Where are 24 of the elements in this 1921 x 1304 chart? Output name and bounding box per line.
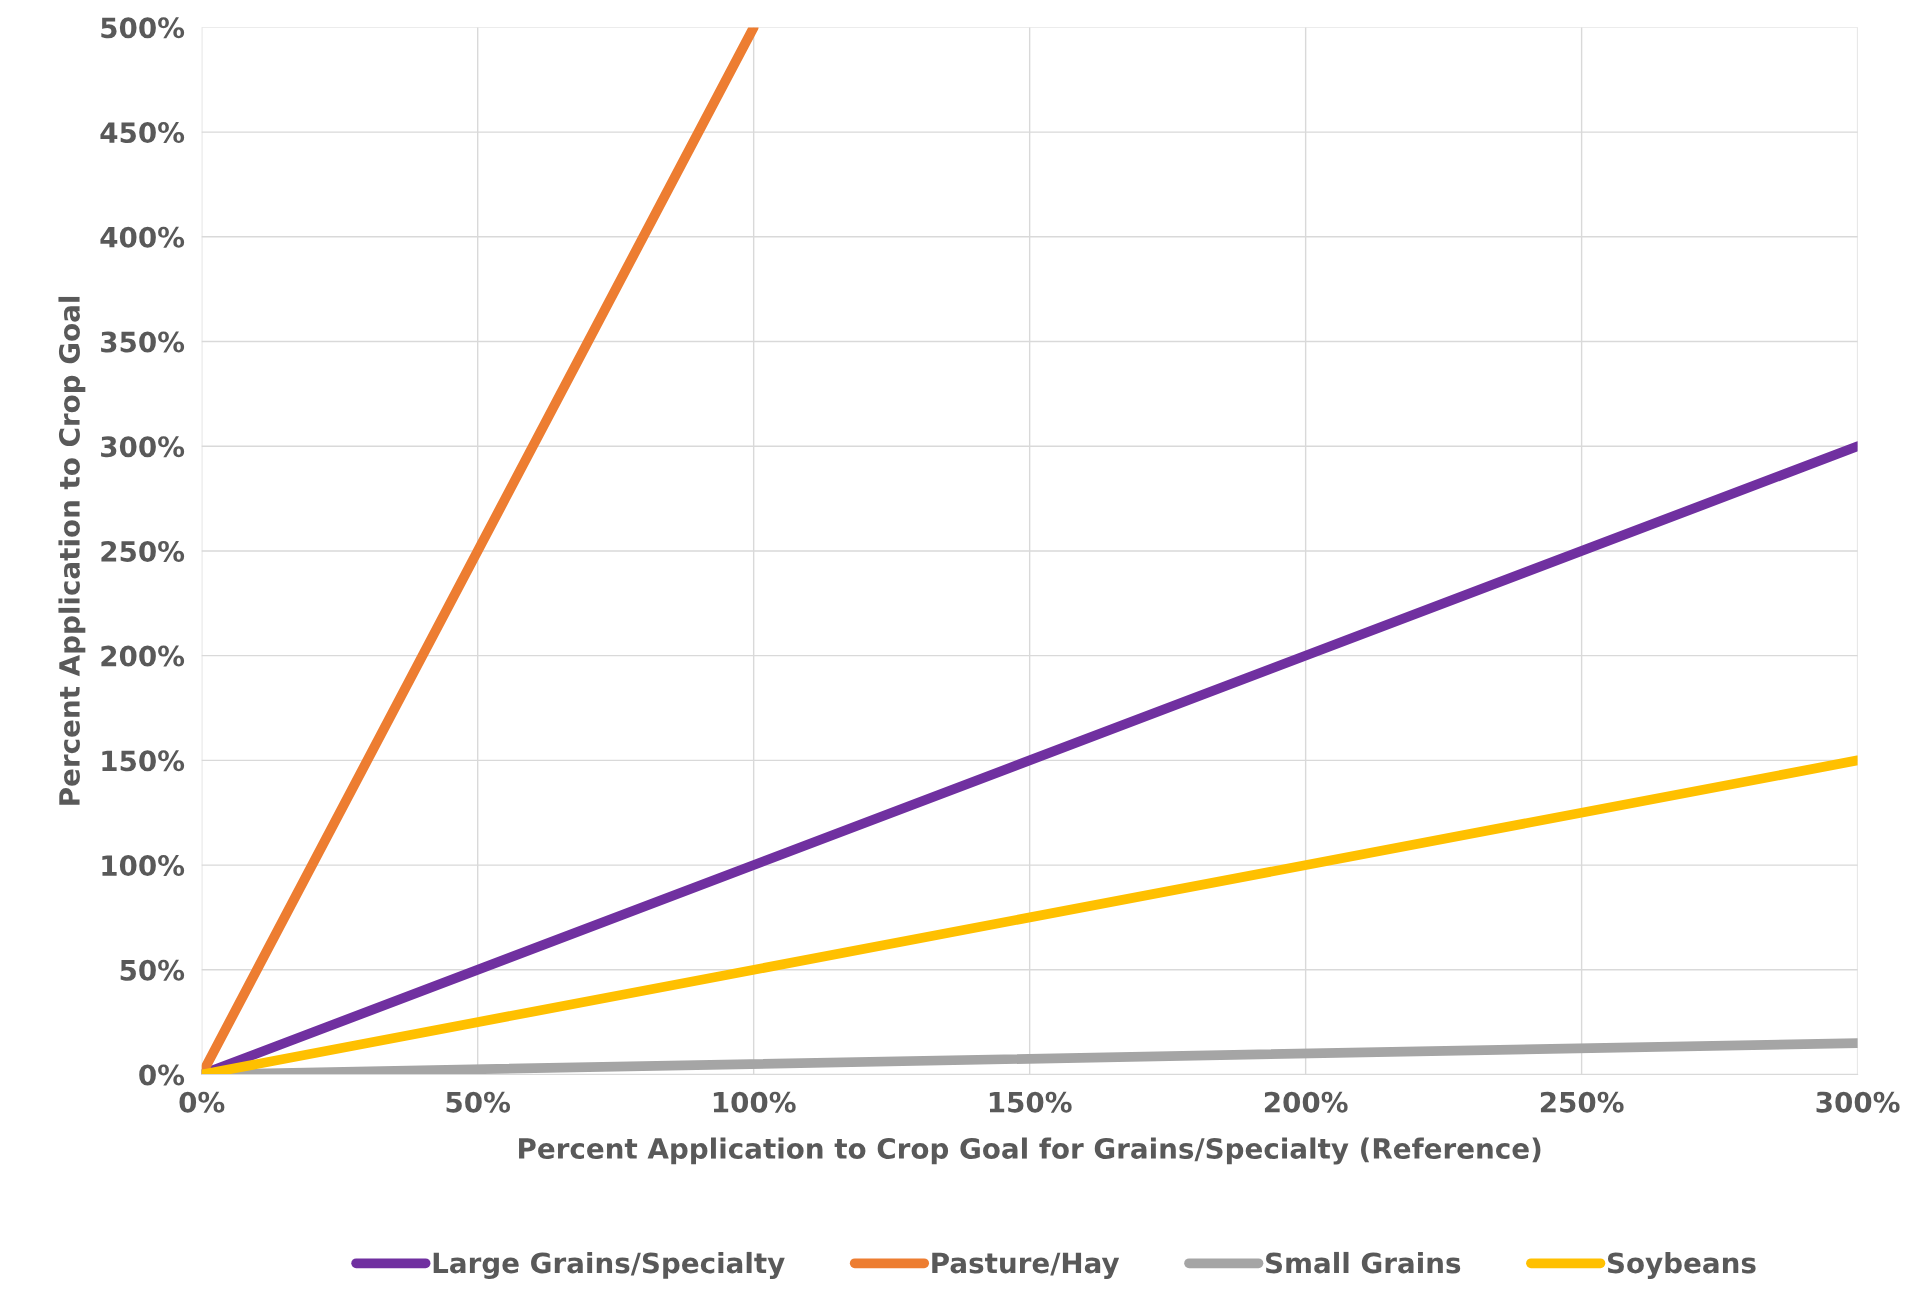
y-tick-label: 50% [120, 959, 185, 981]
y-tick-label: 200% [101, 645, 185, 667]
y-tick-label: 0% [139, 1064, 185, 1086]
legend-label: Small Grains [1266, 1251, 1461, 1274]
x-axis-title: Percent Application to Crop Goal for Grains/Specialty (Reference) [519, 1137, 1541, 1165]
legend-label: Pasture/Hay [932, 1252, 1120, 1279]
x-tick-label: 150% [989, 1091, 1072, 1113]
y-tick-label: 150% [102, 750, 185, 772]
x-tick-label: 250% [1540, 1091, 1624, 1113]
y-tick-label: 300% [101, 436, 185, 458]
x-tick-label: 300% [1816, 1091, 1900, 1113]
x-tick-label: 100% [713, 1091, 796, 1113]
y-tick-label: 450% [100, 122, 185, 144]
y-tick-label: 350% [101, 331, 185, 353]
x-tick-label: 50% [446, 1091, 511, 1113]
x-tick-label: 200% [1264, 1091, 1348, 1113]
y-tick-label: 500% [101, 17, 185, 39]
x-tick-label: 0% [179, 1091, 225, 1113]
y-tick-label: 400% [100, 226, 185, 248]
legend-label: Large Grains/Specialty [433, 1251, 785, 1279]
legend-label: Soybeans [1607, 1251, 1756, 1279]
y-tick-label: 250% [101, 540, 185, 562]
y-tick-label: 100% [102, 855, 185, 877]
y-axis-title: Percent Application to Crop Goal [58, 296, 86, 805]
